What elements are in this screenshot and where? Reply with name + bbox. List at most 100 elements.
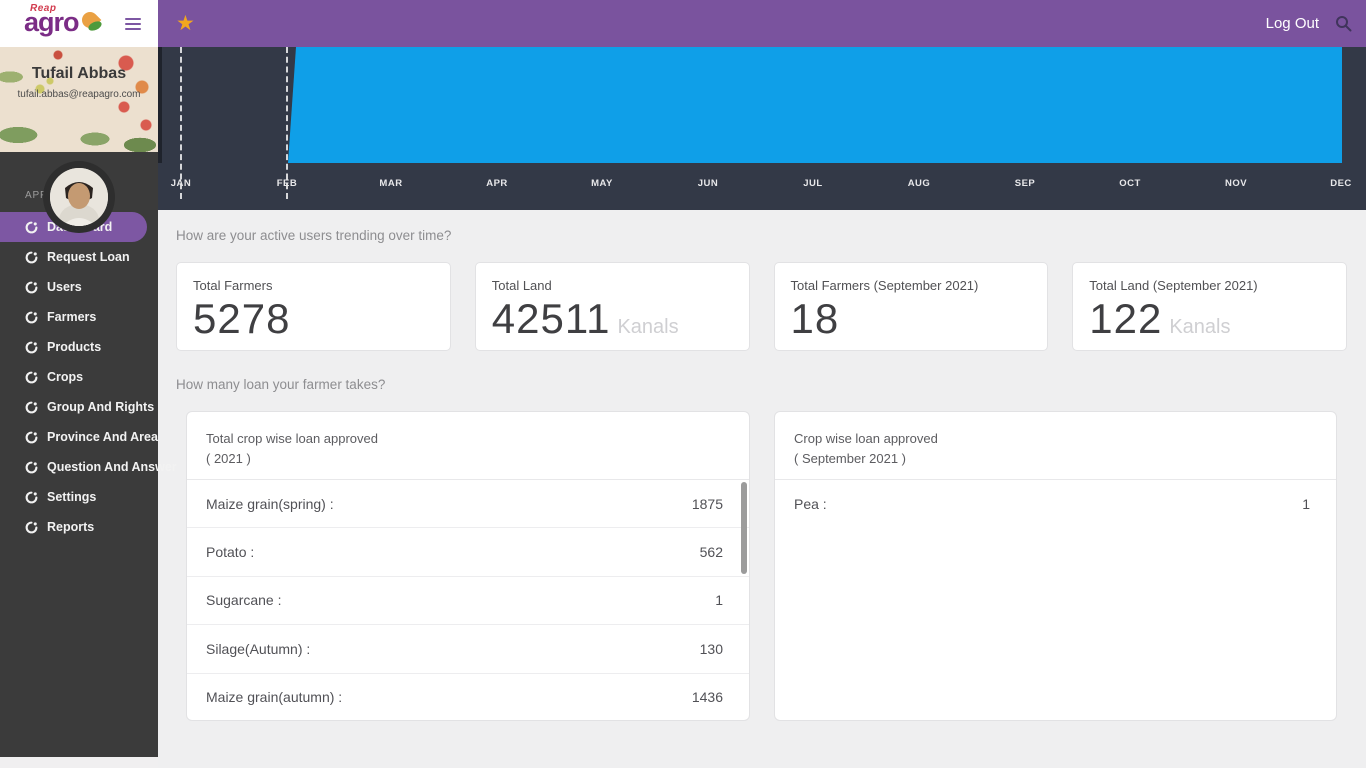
user-name: Tufail Abbas [31,65,127,82]
avatar-ring [43,161,115,233]
loan-list: Pea : 1 [775,480,1336,528]
loan-card-subtitle: ( September 2021 ) [794,451,907,467]
axis-tick-aug: AUG [907,178,931,189]
chart-left-edge [158,47,162,163]
loan-row-label: Sugarcane : [206,592,282,609]
loan-row-label: Maize grain(autumn) : [206,689,343,706]
chart-area-fill [288,47,1342,163]
loan-card-title: Crop wise loan approved [794,431,938,446]
loan-row-label: Potato : [206,544,255,561]
sidebar-horizontal-scrollbar[interactable] [0,757,158,768]
user-email: tufail.abbas@reapagro.com [17,89,141,100]
gridline-feb [286,47,288,199]
axis-tick-mar: MAR [379,178,403,189]
loan-card-september-2021: Crop wise loan approved ( September 2021… [774,411,1337,721]
brand-logo-top-text: Reap [30,3,57,14]
loan-row-value: 562 [699,544,723,561]
loan-card-title: Total crop wise loan approved [206,431,378,446]
menu-bullet-icon [25,521,38,533]
loan-row-label: Silage(Autumn) : [206,640,311,657]
loan-row-maize-autumn: Maize grain(autumn) : 1436 [187,674,749,720]
loans-heading: How many loan your farmer takes? [176,377,386,392]
axis-tick-jun: JUN [697,178,719,189]
loan-row-maize-spring: Maize grain(spring) : 1875 [187,480,749,529]
sidebar-item-settings[interactable]: Settings [0,482,158,512]
stats-row: Total Farmers 5278 Total Land 42511 Kana… [176,262,1347,351]
stat-value: 18 [790,295,840,342]
stat-unit: Kanals [1169,316,1231,338]
hamburger-menu-icon[interactable] [125,18,141,30]
menu-bullet-icon [25,461,38,473]
stat-card-total-land: Total Land 42511 Kanals [474,262,750,351]
stat-card-total-land-september: Total Land (September 2021) 122 Kanals [1072,262,1347,351]
sidebar-item-label: Farmers [47,310,97,324]
stat-label: Total Land (September 2021) [1089,278,1258,293]
gridline-jan [180,47,182,199]
loan-cards-row: Total crop wise loan approved ( 2021 ) M… [176,411,1347,721]
stat-card-total-farmers-september: Total Farmers (September 2021) 18 [773,262,1049,351]
loan-row-label: Maize grain(spring) : [206,495,334,512]
sidebar-item-reports[interactable]: Reports [0,512,158,542]
brand-logo-text: agro [24,7,80,37]
sidebar-item-question-and-answer[interactable]: Question And Answer [0,452,177,482]
loan-card-subtitle: ( 2021 ) [206,451,251,467]
sidebar-item-group-and-rights[interactable]: Group And Rights [0,392,158,422]
axis-tick-sep: SEP [1014,178,1036,189]
loan-card-header: Crop wise loan approved ( September 2021… [775,412,1336,480]
users-trend-heading: How are your active users trending over … [176,228,452,243]
menu-bullet-icon [25,311,38,323]
loan-row-sugarcane: Sugarcane : 1 [187,577,749,626]
sidebar-item-label: Crops [47,370,84,384]
sidebar-item-label: Products [47,340,102,354]
loan-row-value: 1 [715,592,723,609]
loan-list-scrollbar[interactable] [741,482,747,574]
stat-card-total-farmers: Total Farmers 5278 [176,262,451,351]
sidebar-item-province-and-area[interactable]: Province And Area [0,422,158,452]
sidebar-item-products[interactable]: Products [0,332,158,362]
menu-bullet-icon [25,281,38,293]
loan-row-value: 1436 [691,689,723,706]
stat-label: Total Farmers [193,278,273,293]
stat-unit: Kanals [617,316,679,338]
axis-tick-may: MAY [591,178,613,189]
sidebar-menu: Dashboard Request Loan Users Farmers Pro… [0,212,177,542]
active-users-area-chart[interactable]: JAN FEB MAR APR MAY JUN JUL AUG SEP OCT … [158,47,1366,210]
axis-tick-jul: JUL [803,178,823,189]
axis-tick-apr: APR [486,178,508,189]
sidebar-item-label: Province And Area [47,430,158,444]
stat-label: Total Land [491,278,552,293]
brand-logo[interactable]: Reap agro [24,2,114,46]
menu-bullet-icon [25,431,38,443]
menu-bullet-icon [25,221,38,233]
stat-label: Total Farmers (September 2021) [790,278,979,293]
axis-tick-oct: OCT [1119,178,1141,189]
sidebar-item-users[interactable]: Users [0,272,158,302]
menu-bullet-icon [25,491,38,503]
stat-value: 5278 [193,295,291,342]
loan-list[interactable]: Maize grain(spring) : 1875 Potato : 562 … [187,480,749,720]
loan-row-value: 1 [1302,496,1310,513]
favorite-star-icon[interactable]: ★ [176,12,195,35]
sidebar-item-request-loan[interactable]: Request Loan [0,242,158,272]
axis-tick-jan: JAN [170,178,192,189]
stat-value: 42511 [491,295,611,342]
menu-bullet-icon [25,341,38,353]
menu-bullet-icon [25,401,38,413]
loan-row-label: Pea : [794,496,827,513]
logout-button[interactable]: Log Out [1265,15,1319,32]
loan-card-total-2021: Total crop wise loan approved ( 2021 ) M… [186,411,750,721]
loan-row-silage-autumn: Silage(Autumn) : 130 [187,625,749,674]
search-icon[interactable] [1335,15,1352,32]
logo-bar: Reap agro [0,0,158,47]
sidebar-item-label: Group And Rights [47,400,155,414]
avatar[interactable] [50,168,108,226]
loan-row-value: 1875 [691,495,723,512]
sidebar-item-label: Question And Answer [47,460,177,474]
sidebar-item-crops[interactable]: Crops [0,362,158,392]
loan-card-header: Total crop wise loan approved ( 2021 ) [187,412,749,480]
loan-row-value: 130 [699,640,723,657]
sidebar-item-farmers[interactable]: Farmers [0,302,158,332]
profile-section: Tufail Abbas tufail.abbas@reapagro.com [0,47,158,233]
topbar: ★ Log Out [158,0,1366,47]
menu-bullet-icon [25,371,38,383]
